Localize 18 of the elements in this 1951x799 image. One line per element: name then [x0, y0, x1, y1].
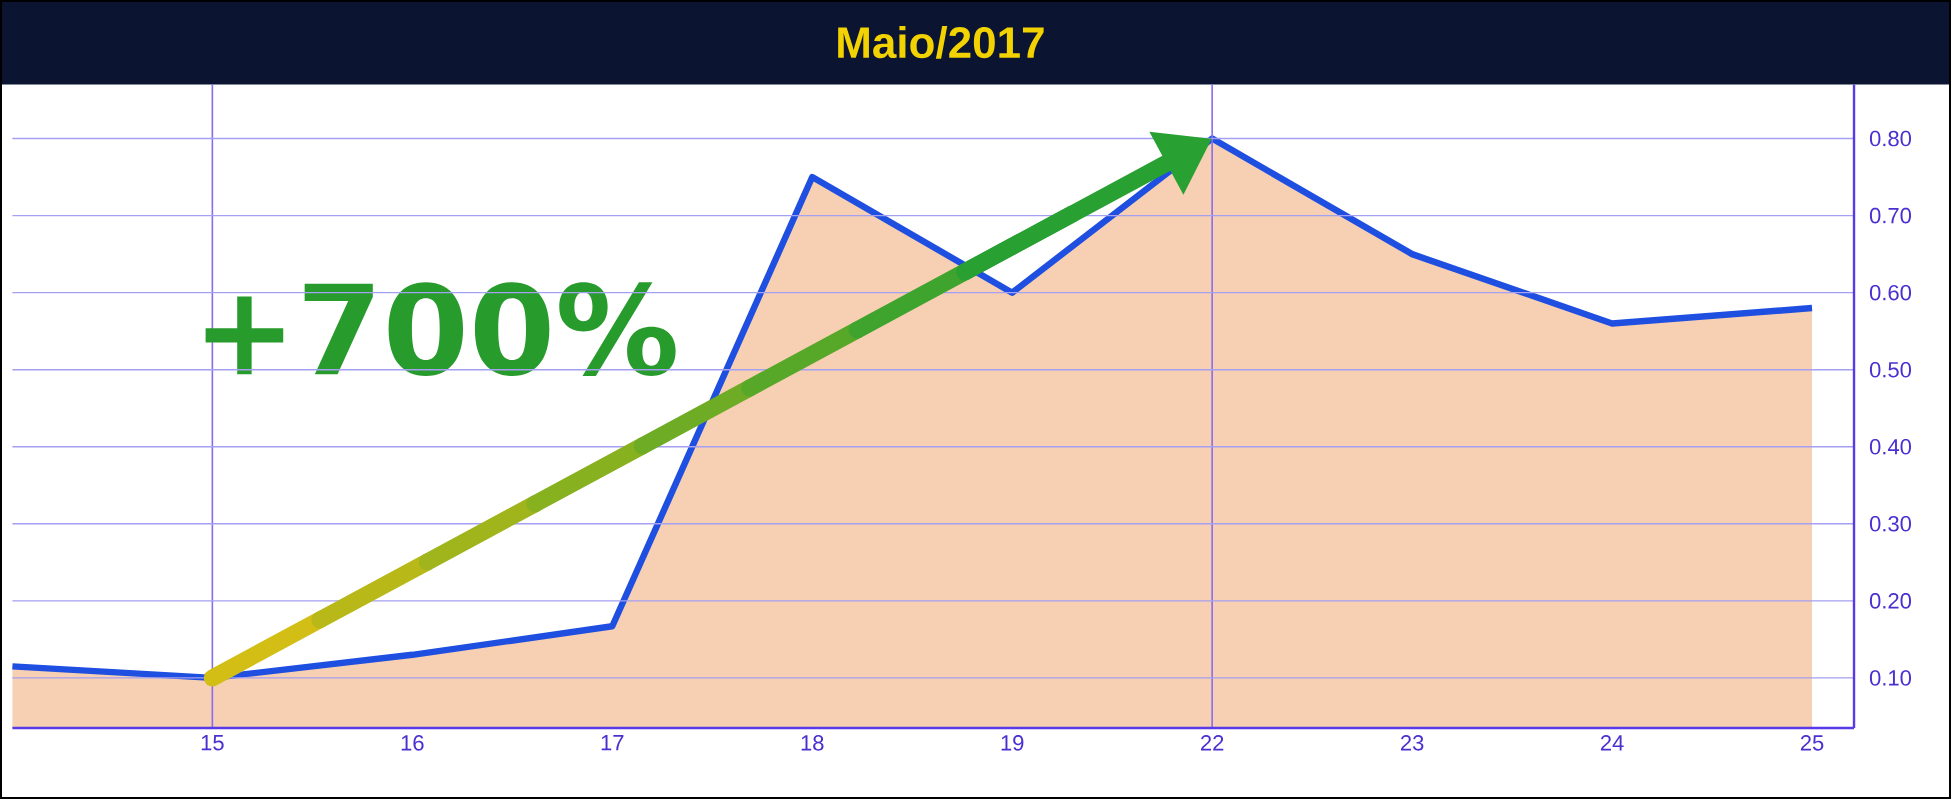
- x-tick-label: 15: [201, 735, 224, 751]
- y-tick-label: 0.30: [1869, 516, 1912, 532]
- y-tick-label: 0.70: [1869, 207, 1912, 224]
- y-tick-label: 0.40: [1869, 438, 1912, 455]
- y-tick-label: 0.50: [1869, 361, 1912, 378]
- x-tick-label: 19: [1001, 735, 1024, 751]
- y-tick-label: 0.10: [1869, 670, 1912, 686]
- x-tick-label: 25: [1800, 735, 1824, 751]
- y-tick-label: 0.20: [1869, 593, 1912, 609]
- x-tick-label: 17: [601, 735, 624, 751]
- x-tick-label: 18: [801, 735, 824, 751]
- y-tick-label: 0.80: [1869, 130, 1912, 147]
- x-tick-label: 23: [1400, 735, 1424, 751]
- x-tick-label: 22: [1201, 735, 1224, 751]
- y-tick-label: 0.60: [1869, 284, 1912, 301]
- x-tick-label: 24: [1600, 735, 1624, 751]
- chart-title: Maio/2017: [838, 25, 1044, 59]
- x-tick-label: 16: [401, 735, 424, 751]
